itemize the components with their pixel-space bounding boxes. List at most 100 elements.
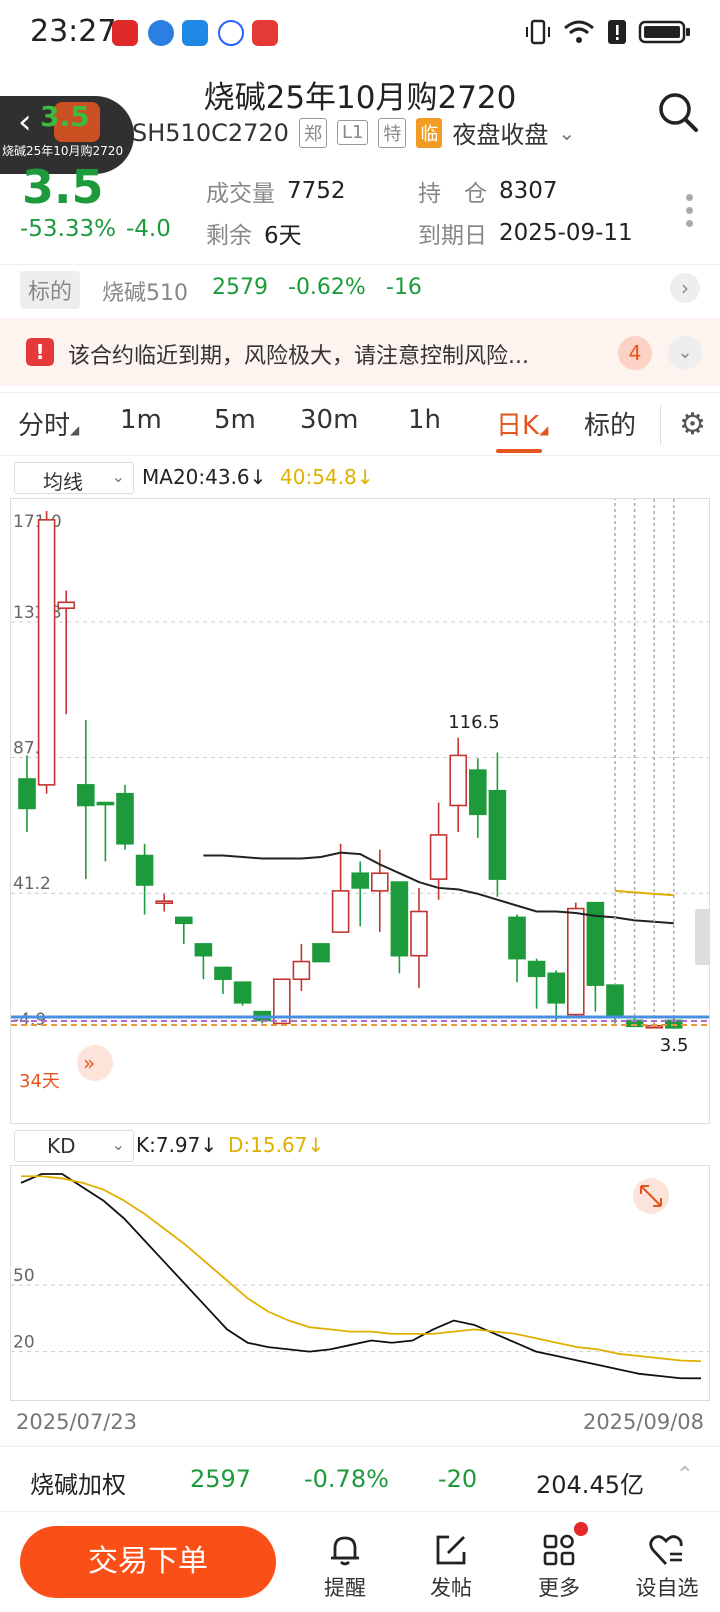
ma20-line — [203, 851, 674, 925]
floating-quote-window[interactable]: ‹ 3.5 烧碱25年10月购2720 — [0, 96, 134, 174]
candle-body — [508, 916, 526, 960]
ma20-legend: MA20:43.6↓ — [142, 465, 267, 489]
nav-watchlist[interactable]: 设自选 — [622, 1530, 712, 1602]
underlying-tag: 标的 — [20, 271, 81, 309]
candle-body — [312, 943, 330, 963]
tab-underlying[interactable]: 标的 — [584, 411, 637, 441]
weighted-index-row[interactable]: 烧碱加权 2597 -0.78% -20 204.45亿 ⌃ — [0, 1446, 720, 1512]
high-price-label: 116.5 — [448, 712, 500, 733]
candle-body — [547, 972, 566, 1004]
tab-daily[interactable]: 日K◢ — [496, 411, 549, 441]
kd-chart[interactable]: 50 20 — [10, 1165, 710, 1401]
warning-text: 该合约临近到期，风险极大，请注意控制风险... — [68, 344, 529, 369]
candle-body — [449, 754, 468, 807]
tab-5m[interactable]: 5m — [214, 405, 256, 435]
indicator-select[interactable]: 均线 ⌄ — [14, 462, 134, 494]
risk-warning-banner[interactable]: ! 该合约临近到期，风险极大，请注意控制风险... 4 ⌄ — [0, 318, 720, 386]
baidu-notification-icon — [218, 20, 244, 46]
remaining-label: 剩余 — [206, 223, 252, 249]
more-icon[interactable] — [686, 188, 696, 233]
floating-price: 3.5 — [40, 100, 90, 133]
side-collapse-handle — [695, 909, 709, 965]
chart-start-date: 2025/07/23 — [16, 1410, 138, 1434]
candle-body — [135, 854, 154, 886]
search-icon[interactable] — [656, 90, 700, 134]
status-icons — [524, 18, 692, 46]
tab-1h[interactable]: 1h — [408, 405, 442, 435]
trade-button[interactable]: 交易下单 — [20, 1526, 276, 1598]
nav-more[interactable]: 更多 — [514, 1530, 604, 1602]
app-logo — [54, 102, 100, 142]
warning-count-badge: 4 — [618, 336, 652, 370]
session-status[interactable]: 夜盘收盘 — [452, 121, 549, 149]
nav-alert[interactable]: 提醒 — [300, 1530, 390, 1602]
heart-plus-icon — [649, 1535, 683, 1565]
bell-icon — [331, 1536, 359, 1566]
gear-icon[interactable]: ⚙ — [679, 407, 706, 442]
nav-more-label: 更多 — [538, 1576, 580, 1600]
volume-label: 成交量 — [206, 181, 275, 207]
candle-body — [606, 984, 624, 1019]
floating-name: 烧碱25年10月购2720 — [2, 144, 124, 158]
candle-body — [331, 890, 350, 933]
candle-body — [175, 916, 193, 925]
chevron-down-icon[interactable]: ⌄ — [558, 120, 576, 145]
candle-body — [429, 834, 448, 880]
days-label: 34天 — [19, 1071, 60, 1092]
index-change-percent: -0.78% — [304, 1465, 389, 1493]
page-title: 烧碱25年10月购2720 — [203, 80, 517, 116]
active-tab-indicator — [496, 449, 542, 453]
kd-tick-label: 20 — [13, 1333, 35, 1353]
candle-body — [233, 981, 252, 1004]
candle-body — [96, 801, 115, 806]
ma40-legend: 40:54.8↓ — [280, 465, 374, 489]
kd-indicator-select[interactable]: KD ⌄ — [14, 1130, 134, 1162]
fast-forward-icon — [77, 1045, 113, 1081]
expiring-tag: 临 — [416, 117, 443, 148]
price-change: -53.33% -4.0 — [20, 216, 171, 242]
kd-tick-label: 50 — [13, 1266, 35, 1286]
tab-intraday[interactable]: 分时◢ — [18, 411, 80, 441]
nav-post-label: 发帖 — [430, 1576, 472, 1600]
browser-notification-icon — [148, 20, 174, 46]
tab-1m[interactable]: 1m — [120, 405, 162, 435]
expiry-value: 2025-09-11 — [499, 220, 633, 246]
shopping-notification-icon — [252, 20, 278, 46]
remaining-value: 6天 — [264, 223, 302, 249]
candle-body — [410, 910, 428, 957]
expiry-field: 到期日 2025-09-11 — [418, 216, 633, 250]
vibrate-icon — [526, 19, 550, 45]
tab-30m[interactable]: 30m — [300, 405, 359, 435]
chevron-up-icon[interactable]: ⌃ — [675, 1463, 694, 1488]
weather-notification-icon — [182, 20, 208, 46]
candle-body — [214, 966, 232, 981]
back-icon[interactable]: ‹ — [18, 102, 32, 142]
candle-body — [488, 789, 507, 880]
change-value: -4.0 — [126, 216, 171, 242]
last-price: 3.5 — [22, 160, 104, 214]
y-tick-label: 41.2 — [13, 874, 51, 894]
chevron-right-icon[interactable]: › — [670, 273, 700, 303]
volume-field: 成交量 7752 — [206, 174, 346, 208]
index-name: 烧碱加权 — [30, 1471, 126, 1499]
nav-watchlist-label: 设自选 — [635, 1576, 699, 1600]
candle-body — [351, 872, 370, 889]
edit-icon — [436, 1535, 466, 1565]
battery-icon — [638, 20, 690, 44]
chevron-down-icon[interactable]: ⌄ — [668, 336, 702, 370]
nav-post[interactable]: 发帖 — [406, 1530, 496, 1602]
sim-alert-icon — [608, 20, 626, 44]
kd-d-line — [21, 1175, 702, 1363]
open-interest-value: 8307 — [499, 178, 558, 204]
candle-body — [116, 792, 134, 845]
underlying-row[interactable]: 标的 烧碱510 2579 -0.62% -16 › — [0, 264, 720, 312]
candle-body — [586, 901, 605, 986]
index-amount: 204.45亿 — [536, 1471, 644, 1499]
clock: 23:27 — [30, 14, 117, 49]
ma40-line — [614, 889, 674, 897]
tab-divider — [660, 405, 661, 445]
grid-icon — [543, 1534, 575, 1566]
candle-body — [77, 784, 95, 807]
special-tag: 特 — [378, 117, 407, 148]
